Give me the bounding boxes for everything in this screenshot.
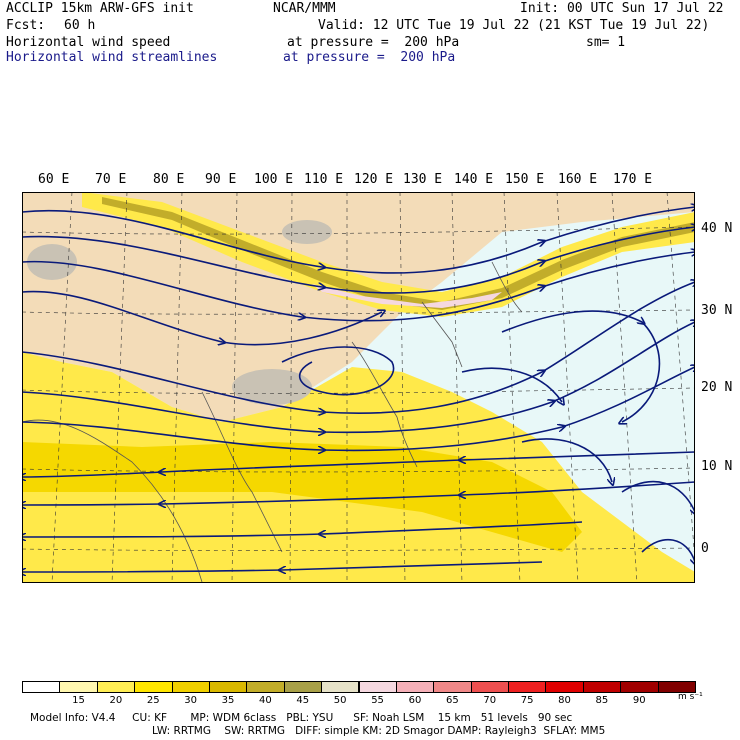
lat-label: 10 N — [701, 459, 733, 474]
colorbar-tick-label: 50 — [333, 695, 347, 706]
field2-name: Horizontal wind streamlines — [6, 50, 218, 65]
colorbar-tick-label: 20 — [109, 695, 123, 706]
colorbar-tick-label: 25 — [146, 695, 160, 706]
colorbar-swatch — [283, 681, 323, 693]
colorbar-tick-label: 40 — [259, 695, 272, 706]
lon-label: 150 E — [505, 172, 545, 187]
colorbar-tick-label: 15 — [72, 695, 85, 706]
lat-label: 20 N — [701, 380, 733, 395]
lon-label: 130 E — [403, 172, 443, 187]
lon-label: 170 E — [613, 172, 653, 187]
model-info: Model Info: V4.4 CU: KF MP: WDM 6class P… — [30, 712, 573, 724]
colorbar-swatch — [22, 681, 61, 693]
colorbar-unit: m s⁻¹ — [678, 692, 703, 702]
colorbar-tick-label: 85 — [595, 695, 609, 706]
lon-label: 70 E — [95, 172, 127, 187]
colorbar-swatch — [59, 681, 98, 693]
field1-smoothing: sm= 1 — [586, 35, 626, 50]
valid-time: Valid: 12 UTC Tue 19 Jul 22 (21 KST Tue … — [318, 18, 710, 33]
field1-level: at pressure = 200 hPa — [287, 35, 460, 50]
lon-label: 160 E — [558, 172, 598, 187]
colorbar-tick-label: 60 — [408, 695, 422, 706]
streamlines — [22, 207, 695, 572]
org-label: NCAR/MMM — [273, 1, 336, 16]
colorbar-tick-label: 75 — [520, 695, 534, 706]
colorbar-swatch — [582, 681, 622, 693]
lon-label: 80 E — [153, 172, 185, 187]
colorbar-tick-label: 45 — [296, 695, 310, 706]
colorbar-tick-label: 55 — [371, 695, 384, 706]
colorbar-tick-label: 30 — [184, 695, 197, 706]
lon-label: 110 E — [304, 172, 344, 187]
lon-label: 60 E — [38, 172, 70, 187]
colorbar-swatch — [321, 681, 360, 693]
forecast-hour: 60 h — [64, 18, 96, 33]
colorbar-tick-label: 70 — [483, 695, 497, 706]
lat-label: 0 — [701, 541, 709, 556]
init-time: Init: 00 UTC Sun 17 Jul 22 — [520, 1, 724, 16]
map-frame — [22, 192, 695, 583]
forecast-label: Fcst: — [6, 18, 46, 33]
terrain-mongolia — [282, 220, 332, 244]
lon-label: 100 E — [254, 172, 294, 187]
colorbar-swatch — [208, 681, 248, 693]
wind-map — [22, 192, 695, 583]
colorbar-swatch — [470, 681, 510, 693]
lon-label: 120 E — [354, 172, 394, 187]
colorbar-tick-label: 80 — [558, 695, 571, 706]
colorbar — [22, 681, 696, 693]
colorbar-swatch — [395, 681, 435, 693]
lat-label: 40 N — [701, 221, 733, 236]
colorbar-swatch — [171, 681, 210, 693]
model-title: ACCLIP 15km ARW-GFS init — [6, 1, 194, 16]
colorbar-tick-label: 65 — [445, 695, 459, 706]
colorbar-swatch — [96, 681, 136, 693]
colorbar-swatch — [246, 681, 285, 693]
lon-label: 140 E — [454, 172, 494, 187]
terrain-tibet — [232, 369, 312, 405]
colorbar-swatch — [545, 681, 584, 693]
lon-label: 90 E — [205, 172, 237, 187]
colorbar-swatch — [134, 681, 173, 693]
colorbar-swatch — [508, 681, 547, 693]
field2-level: at pressure = 200 hPa — [283, 50, 456, 65]
colorbar-tick-label: 35 — [221, 695, 235, 706]
colorbar-tick-label: 90 — [632, 695, 646, 706]
lat-label: 30 N — [701, 303, 733, 318]
colorbar-swatch — [620, 681, 659, 693]
colorbar-swatch — [657, 681, 696, 693]
field1-name: Horizontal wind speed — [6, 35, 171, 50]
physics-info: LW: RRTMG SW: RRTMG DIFF: simple KM: 2D … — [152, 725, 606, 737]
colorbar-swatch — [433, 681, 472, 693]
colorbar-swatch — [358, 681, 397, 693]
